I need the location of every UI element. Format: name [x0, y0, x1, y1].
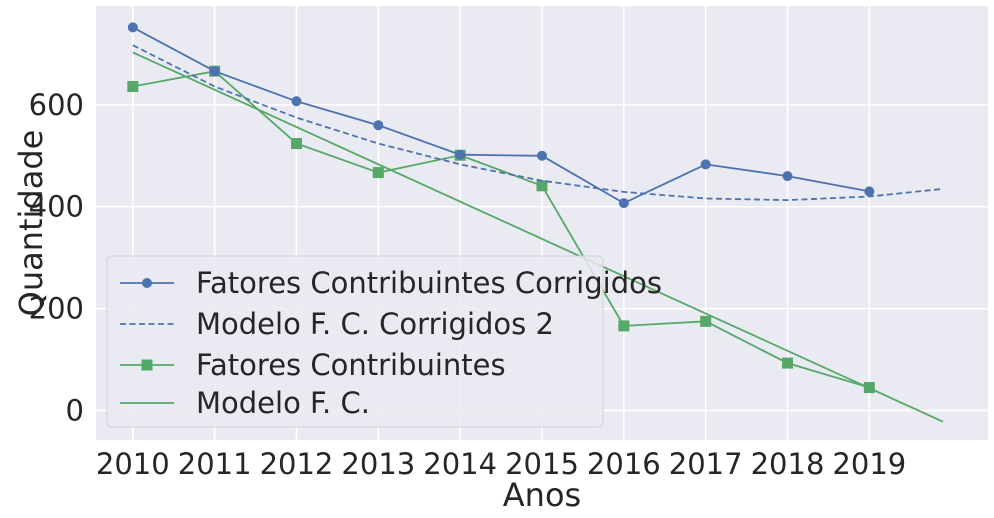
- x-tick-label: 2016: [587, 447, 661, 481]
- x-tick-label: 2012: [260, 447, 334, 481]
- data-point: [290, 138, 302, 150]
- y-tick-labels: 0 200 400 600: [29, 88, 84, 428]
- data-point: [372, 167, 384, 179]
- legend-entry: Fatores Contribuintes Corrigidos: [120, 266, 662, 300]
- legend-marker: [141, 359, 153, 371]
- legend-entry: Fatores Contribuintes: [120, 348, 506, 382]
- x-tick-label: 2013: [341, 447, 415, 481]
- legend: Fatores Contribuintes Corrigidos Modelo F…: [106, 255, 662, 428]
- data-point: [864, 186, 875, 197]
- data-point: [782, 357, 794, 369]
- data-point: [700, 159, 711, 170]
- x-tick-label: 2018: [751, 447, 825, 481]
- legend-marker: [142, 278, 152, 288]
- legend-label: Fatores Contribuintes Corrigidos: [196, 266, 662, 300]
- legend-box: [106, 255, 604, 428]
- data-point: [782, 171, 793, 182]
- data-point: [618, 320, 630, 332]
- data-point: [373, 120, 384, 131]
- x-tick-label: 2010: [96, 447, 170, 481]
- x-tick-label: 2019: [832, 447, 906, 481]
- data-point: [127, 80, 139, 92]
- series-4: [132, 51, 944, 423]
- x-tick-label: 2014: [423, 447, 497, 481]
- series-line: [132, 51, 944, 423]
- data-point: [537, 150, 547, 161]
- x-tick-labels: 2010 2011 2012 2013 2014 2015 2016 2017 2018 2019: [96, 447, 906, 481]
- y-axis-title: Quantidade: [12, 130, 50, 317]
- series-line: [132, 44, 944, 202]
- legend-label: Modelo F. C. Corrigidos 2: [196, 307, 554, 341]
- legend-entry: Modelo F. C. Corrigidos 2: [120, 307, 554, 341]
- x-tick-label: 2011: [178, 447, 252, 481]
- data-point: [209, 66, 220, 77]
- data-point: [618, 198, 629, 209]
- y-tick-label: 600: [29, 88, 84, 122]
- series-layer: [127, 22, 944, 423]
- data-point: [863, 382, 875, 394]
- data-point: [536, 180, 548, 192]
- legend-label: Fatores Contribuintes: [196, 348, 506, 382]
- x-tick-label: 2015: [505, 447, 579, 481]
- x-axis-title: Anos: [503, 476, 581, 514]
- y-tick-label: 400: [29, 190, 84, 224]
- y-tick-label: 0: [66, 393, 84, 427]
- data-point: [700, 315, 712, 327]
- data-point: [291, 96, 302, 107]
- legend-entry: Modelo F. C.: [120, 386, 370, 420]
- y-tick-label: 200: [29, 292, 84, 326]
- series-2: [132, 44, 944, 202]
- series-line: [132, 70, 870, 389]
- legend-label: Modelo F. C.: [196, 386, 370, 420]
- data-point: [455, 149, 466, 160]
- data-point: [127, 22, 138, 33]
- series-line: [132, 26, 870, 205]
- x-tick-label: 2017: [669, 447, 743, 481]
- series-1: [127, 22, 875, 209]
